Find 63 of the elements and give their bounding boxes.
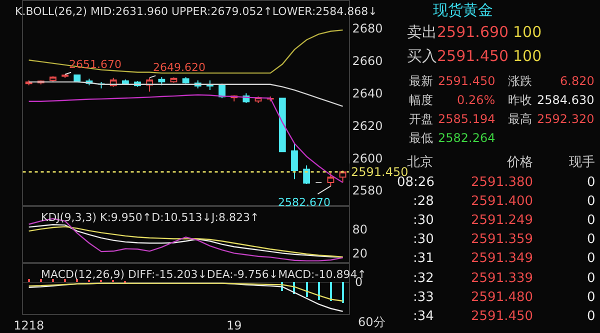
text: 0 <box>587 194 596 209</box>
annotation: 2582.670 <box>278 196 330 209</box>
text: :30 <box>413 232 434 247</box>
x-tick-label: 19 <box>226 318 242 332</box>
text: 现手 <box>569 155 595 170</box>
text: 2591.400 <box>471 194 534 209</box>
text: 2592.320 <box>537 112 594 126</box>
text: 2591.249 <box>471 213 534 228</box>
text: 2591.450 <box>438 74 496 88</box>
text: 买入 <box>407 47 437 65</box>
chart-title: K.BOLL(26,2) MID:2631.960 UPPER:2679.052↑LOWER:2584.868↓ <box>15 5 378 18</box>
text: 2582.264 <box>438 131 496 145</box>
text: 2585.194 <box>438 112 496 126</box>
text: 0 <box>587 271 596 286</box>
y-tick-label: 80 <box>352 222 368 236</box>
text: 2591.480 <box>471 290 534 305</box>
text: 0.26% <box>457 93 496 107</box>
text: 开盘 <box>409 112 433 126</box>
y-tick-label: 2640 <box>352 86 383 100</box>
text: 北京 <box>407 155 433 170</box>
text: :34 <box>413 309 434 324</box>
text: :28 <box>413 194 434 209</box>
text: 0 <box>587 175 596 190</box>
text: :31 <box>413 251 434 266</box>
text: 卖出 <box>407 23 437 41</box>
text: 2591.380 <box>471 175 534 190</box>
text: 价格 <box>506 155 533 170</box>
text: 最高 <box>508 112 532 126</box>
annotation: 2651.670 <box>69 58 122 71</box>
text: 0 <box>587 232 596 247</box>
text: 最低 <box>409 131 433 145</box>
text: 2591.339 <box>471 271 534 286</box>
text: :30 <box>413 213 434 228</box>
chart-title: KDJ(9,3,3) K:9.950↑D:10.513↓J:8.823↑ <box>41 211 260 224</box>
text: 最新 <box>409 74 433 88</box>
text: 0 <box>587 309 596 324</box>
text: 0 <box>587 251 596 266</box>
text: 现货黄金 <box>433 1 493 19</box>
y-tick-label: 2580 <box>352 184 383 198</box>
text: 2591.359 <box>471 232 534 247</box>
text: 100 <box>513 47 542 65</box>
text: :32 <box>413 271 434 286</box>
y-tick-label: 2660 <box>352 54 383 68</box>
text: 60分 <box>358 315 386 329</box>
text: 2591.690 <box>437 23 509 41</box>
x-tick-label: 1218 <box>14 318 44 332</box>
text: 0 <box>587 290 596 305</box>
text: 涨跌 <box>508 74 532 88</box>
y-tick-label: 20 <box>352 246 368 260</box>
text: 2584.630 <box>537 93 594 107</box>
text: 0 <box>587 213 596 228</box>
text: :33 <box>413 290 434 305</box>
y-tick-label: 2680 <box>352 22 383 36</box>
text: 2591.349 <box>471 251 534 266</box>
y-tick-label: 2620 <box>352 118 383 133</box>
text: 2591.450 <box>437 47 509 65</box>
text: 2591.450 <box>471 309 534 324</box>
text: 幅度 <box>409 93 433 107</box>
y-tick-label: 2600 <box>352 151 383 166</box>
annotation: 2649.620 <box>153 61 206 74</box>
text: 6.820 <box>560 74 594 88</box>
text: 100 <box>513 23 542 41</box>
text: 昨收 <box>508 93 532 107</box>
